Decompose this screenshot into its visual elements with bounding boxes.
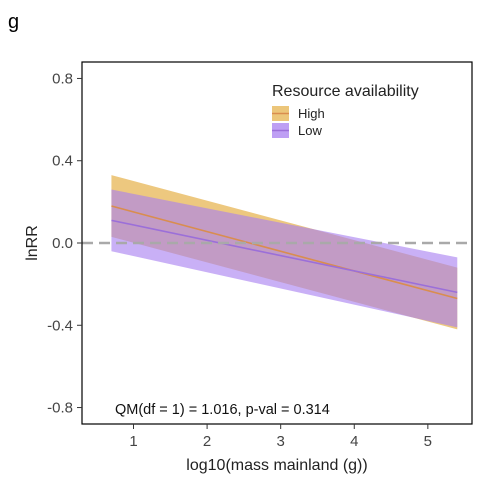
ci-band-low [111,189,458,328]
x-tick-label: 1 [129,433,137,450]
x-tick-label: 4 [350,433,358,450]
fit-lines [111,205,458,300]
legend-label-low: Low [298,123,322,138]
model-stats-annotation: QM(df = 1) = 1.016, p-val = 0.314 [115,402,330,418]
legend-label-high: High [298,106,325,121]
y-tick-label: 0.4 [52,153,73,170]
legend: Resource availability High Low [272,83,419,138]
y-axis: 0.8 0.4 0.0 -0.4 -0.8 [47,70,82,417]
fit-line-low [111,219,458,294]
y-tick-label: -0.8 [47,400,73,417]
x-tick-label: 3 [277,433,285,450]
x-tick-label: 5 [424,433,432,450]
legend-title: Resource availability [272,83,419,100]
y-tick-label: -0.4 [47,317,73,334]
y-tick-label: 0.8 [52,70,73,87]
y-tick-label: 0.0 [52,235,73,252]
x-axis-label: log10(mass mainland (g)) [186,457,367,474]
y-axis-label: lnRR [24,225,41,261]
fit-line-high [111,205,458,300]
x-tick-label: 2 [203,433,211,450]
panel-label: g [8,11,19,33]
x-axis: 1 2 3 4 5 [129,424,432,450]
